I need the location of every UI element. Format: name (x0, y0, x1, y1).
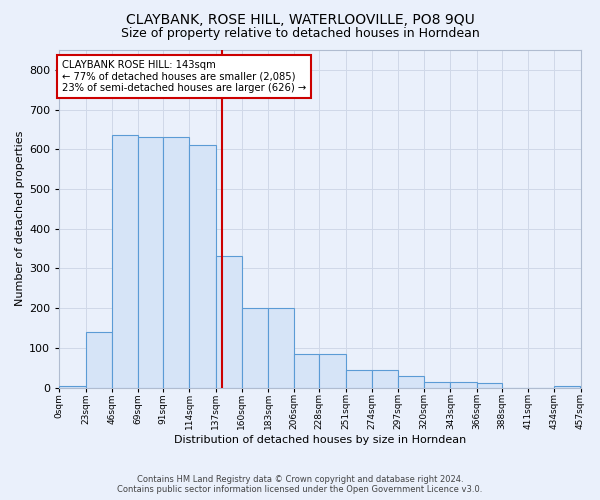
Bar (554, 386, 580, 388)
Bar (424, 382, 451, 388)
Y-axis label: Number of detached properties: Number of detached properties (15, 131, 25, 306)
Bar (86, 332, 112, 388)
Bar (242, 308, 268, 388)
Bar (451, 382, 477, 388)
Bar (163, 138, 190, 388)
Text: Size of property relative to detached houses in Horndean: Size of property relative to detached ho… (121, 28, 479, 40)
Bar (398, 376, 424, 388)
Bar (372, 370, 398, 388)
X-axis label: Distribution of detached houses by size in Horndean: Distribution of detached houses by size … (174, 435, 466, 445)
Bar (138, 138, 163, 388)
Text: Contains HM Land Registry data © Crown copyright and database right 2024.
Contai: Contains HM Land Registry data © Crown c… (118, 474, 482, 494)
Bar (268, 308, 294, 388)
Bar (215, 256, 242, 388)
Bar (477, 382, 502, 388)
Text: CLAYBANK ROSE HILL: 143sqm
← 77% of detached houses are smaller (2,085)
23% of s: CLAYBANK ROSE HILL: 143sqm ← 77% of deta… (62, 60, 306, 93)
Bar (294, 354, 319, 388)
Bar (319, 354, 346, 388)
Bar (59, 386, 86, 388)
Bar (346, 370, 372, 388)
Bar (190, 146, 215, 388)
Text: CLAYBANK, ROSE HILL, WATERLOOVILLE, PO8 9QU: CLAYBANK, ROSE HILL, WATERLOOVILLE, PO8 … (125, 12, 475, 26)
Bar (112, 136, 138, 388)
